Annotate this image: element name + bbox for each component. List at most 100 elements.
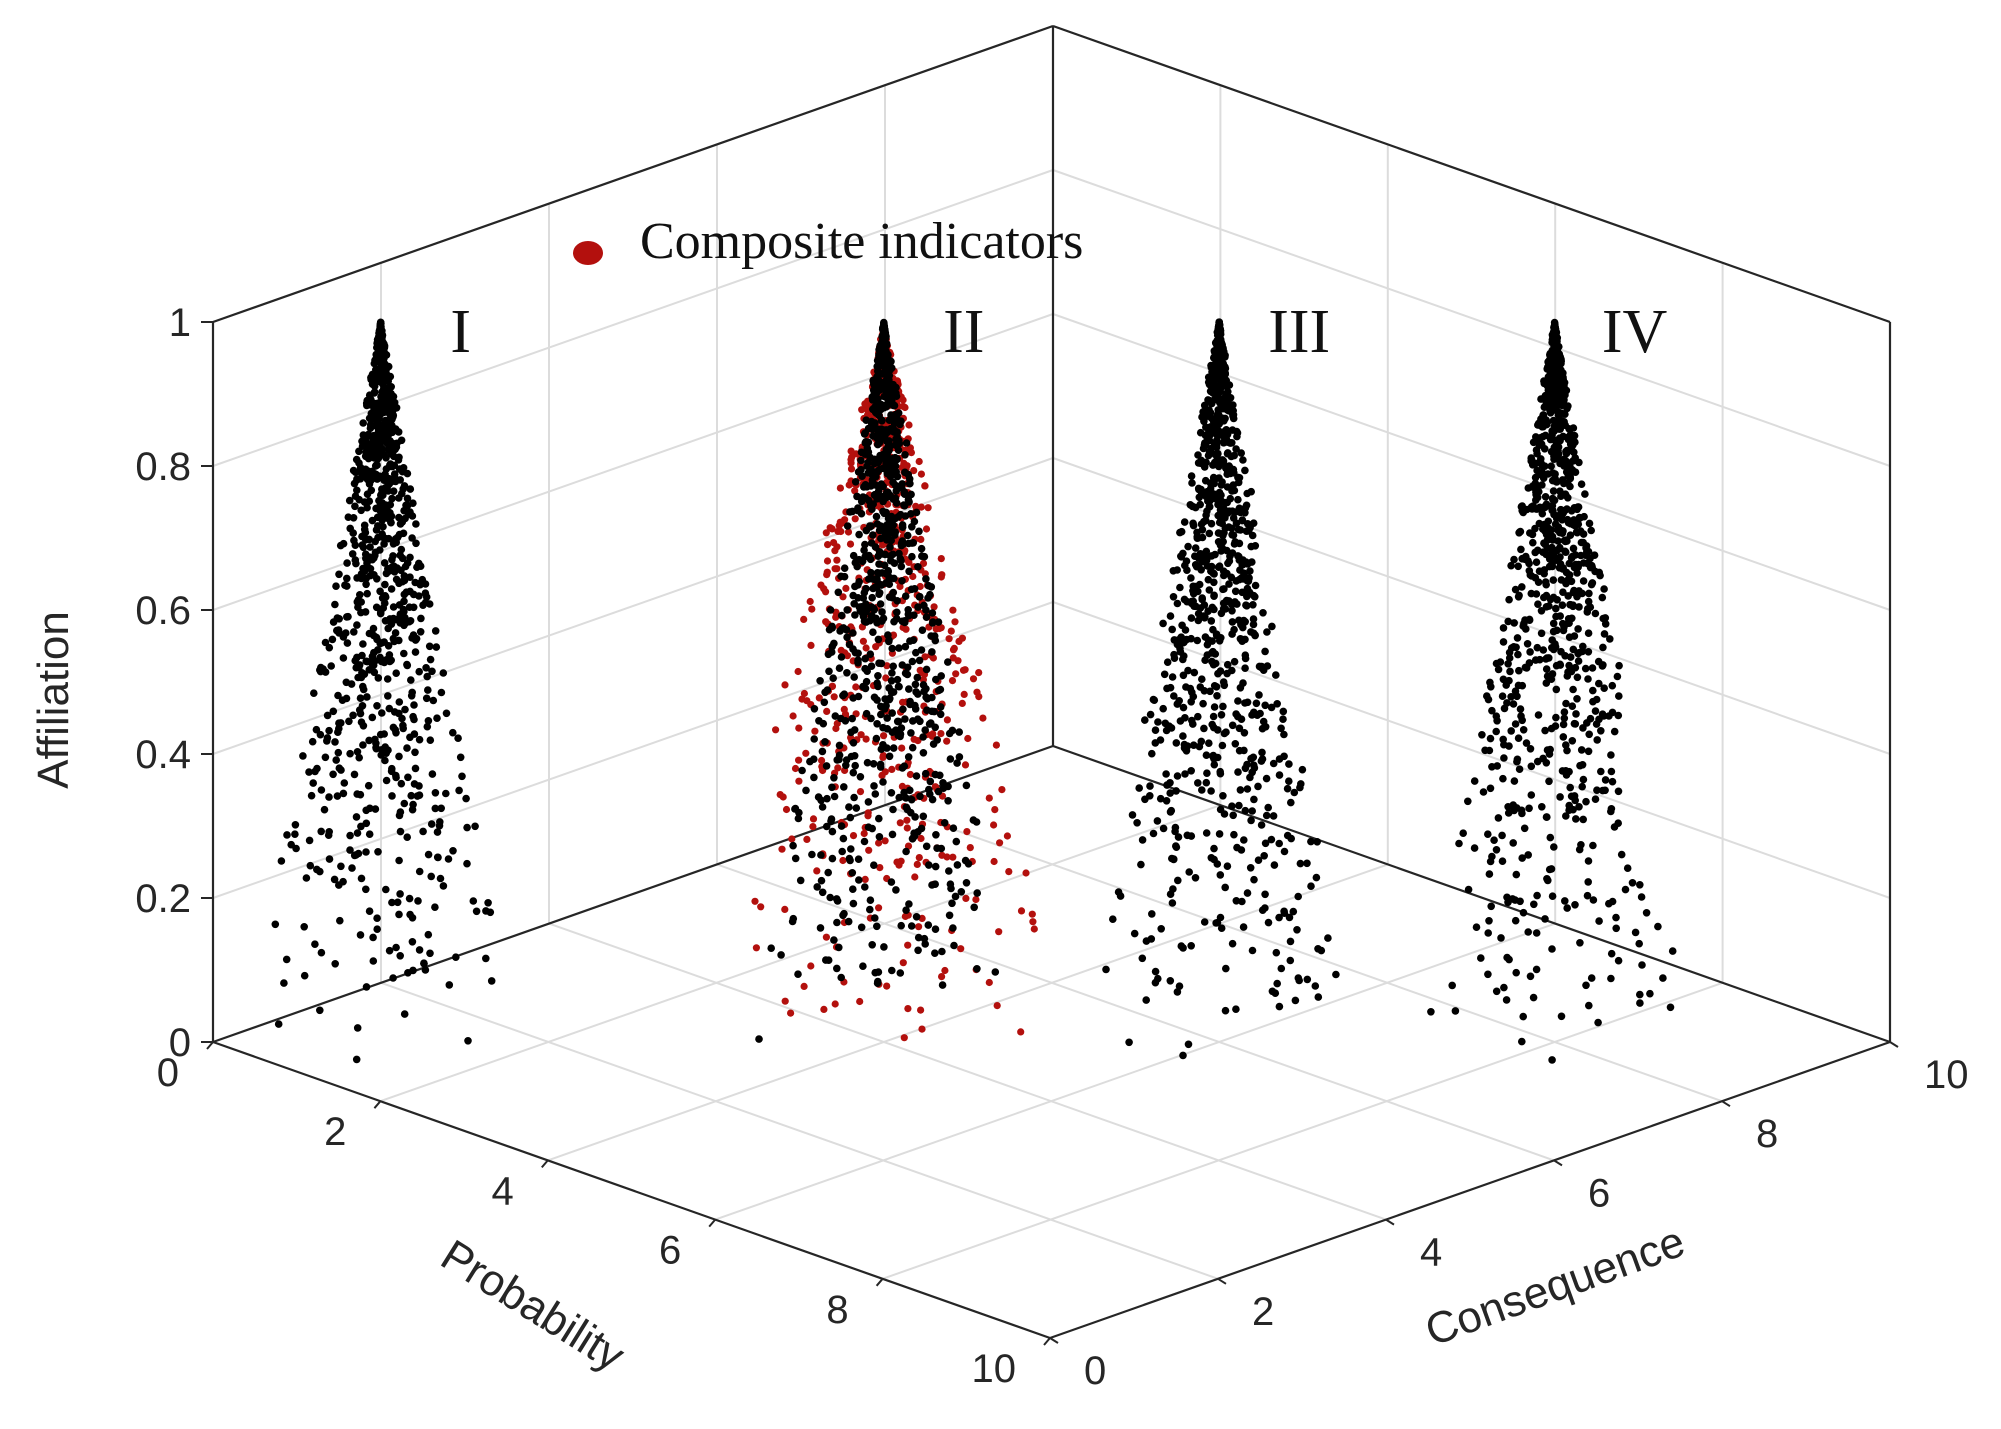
grade-i-point [360, 498, 369, 506]
composite-indicator-point [839, 856, 847, 865]
grade-iii-point [1254, 856, 1263, 864]
composite-indicator-point [800, 689, 809, 698]
grade-iii-point [1138, 954, 1147, 963]
grade-i-point [330, 875, 339, 884]
grade-iv-point [1569, 544, 1578, 553]
grade-iv-point [1601, 620, 1610, 628]
grade-iv-point [1538, 803, 1546, 811]
composite-indicator-point [823, 707, 831, 716]
grade-iv-point [1521, 663, 1530, 672]
grade-iv-point [1591, 707, 1600, 715]
grade-iii-point [1159, 704, 1167, 713]
grade-iv-point [1589, 697, 1597, 706]
grade-i-point [364, 444, 372, 453]
grade-iii-point [1312, 873, 1321, 882]
grade-iv-point [1485, 870, 1494, 878]
composite-indicator-point [862, 644, 870, 652]
grade-i-point [428, 667, 436, 676]
grade-iii-point [1130, 929, 1139, 938]
grade-iii-point [1207, 519, 1216, 528]
grade-iii-point [1154, 718, 1162, 726]
grade-i-point [389, 540, 398, 548]
grade-ii-point [851, 582, 859, 591]
grade-i-point [331, 600, 339, 609]
grade-ii-point [867, 662, 876, 670]
grade-iv-point [1543, 746, 1552, 754]
grade-iii-point [1238, 897, 1246, 906]
grade-iii-point [1180, 638, 1188, 647]
grade-ii-point [862, 709, 871, 718]
grade-iv-point [1448, 981, 1456, 990]
grade-iii-point [1163, 658, 1172, 666]
grade-iii-point [1160, 670, 1169, 679]
grade-iii-point [1209, 660, 1218, 669]
grade-i-point [414, 897, 422, 905]
grade-iv-point [1579, 530, 1588, 538]
composite-indicator-point [948, 677, 957, 685]
grade-iii-point [1207, 617, 1216, 625]
grade-i-point [376, 730, 385, 739]
grade-ii-point [888, 830, 897, 839]
grade-iv-point [1547, 526, 1555, 534]
composite-indicator-point [899, 402, 907, 410]
grade-i-point [386, 500, 395, 509]
grade-ii-point [903, 531, 912, 540]
composite-indicator-point [963, 828, 971, 836]
grade-iii-point [1179, 703, 1188, 712]
composite-indicator-point [832, 613, 840, 621]
grade-i-point [431, 627, 440, 635]
grade-i-point [323, 734, 332, 742]
grade-iv-point [1561, 897, 1569, 905]
grade-ii-point [920, 687, 928, 696]
grade-iv-point [1548, 892, 1557, 900]
grade-i-point [396, 476, 405, 484]
grade-iv-point [1535, 458, 1544, 467]
composite-indicator-point [896, 582, 904, 591]
grade-i-point [409, 590, 418, 599]
grade-i-point [359, 741, 367, 749]
grade-ii-point [872, 734, 881, 743]
grade-i-point [433, 828, 442, 836]
grade-i-point [409, 603, 418, 612]
grade-iv-point [1552, 514, 1561, 523]
grade-iii-point [1239, 623, 1247, 632]
grade-i-point [325, 828, 334, 836]
grade-i-point [359, 722, 368, 730]
grade-i-point [366, 804, 374, 813]
grade-iii-point [1294, 892, 1302, 901]
grade-ii-point [889, 805, 897, 814]
grade-iii-point [1187, 614, 1196, 622]
grade-i-point [462, 794, 470, 803]
grade-iv-point [1455, 839, 1463, 848]
y-tick-label: 2 [1252, 1290, 1274, 1334]
grade-ii-point [826, 893, 834, 902]
grade-i-point [396, 619, 405, 627]
grade-ii-point [892, 499, 901, 507]
grade-ii-point [878, 608, 886, 616]
grade-ii-point [870, 861, 878, 869]
grade-iii-point [1229, 514, 1238, 522]
grade-ii-point [861, 494, 870, 502]
grade-ii-point [895, 682, 903, 691]
grade-ii-point [840, 783, 848, 791]
grade-iii-point [1194, 779, 1202, 787]
grade-i-point [343, 559, 351, 567]
grade-i-point [395, 752, 403, 761]
grade-iv-point [1562, 699, 1570, 708]
grade-iii-point [1187, 832, 1196, 840]
grade-ii-point [855, 530, 863, 539]
grade-ii-point [853, 492, 861, 501]
grade-i-point [363, 657, 372, 666]
grade-iii-point [1213, 336, 1221, 345]
grade-iii-point [1235, 724, 1244, 733]
grade-ii-point [850, 726, 859, 734]
grade-iii-point [1149, 829, 1158, 838]
y-tick [1049, 1337, 1059, 1344]
grade-iv-point [1548, 494, 1557, 503]
grade-iv-point [1542, 603, 1551, 611]
grade-ii-point [940, 819, 949, 827]
grade-iv-point [1586, 714, 1595, 723]
grade-i-point [363, 589, 372, 598]
grade-ii-point [957, 888, 966, 896]
